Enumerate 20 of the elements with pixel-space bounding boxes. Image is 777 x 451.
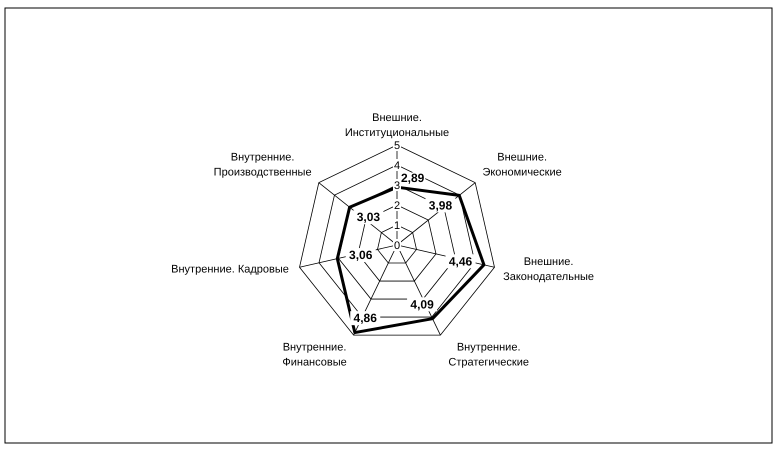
y-tick-label: 1 bbox=[394, 220, 400, 232]
y-tick-label: 4 bbox=[394, 160, 400, 172]
spoke-label: Внутренние. Стратегические bbox=[448, 342, 529, 369]
data-label: 4,46 bbox=[448, 254, 473, 268]
data-label: 3,03 bbox=[356, 210, 380, 224]
data-label: 3,98 bbox=[428, 198, 452, 212]
data-label: 4,09 bbox=[410, 297, 434, 312]
data-label: 4,86 bbox=[354, 311, 378, 326]
spoke-label: Внешние. Институциональные bbox=[344, 112, 450, 139]
y-tick-label: 0 bbox=[394, 240, 400, 252]
y-tick-label: 5 bbox=[394, 140, 400, 152]
spoke-label: Внутренние. Кадровые bbox=[171, 263, 289, 276]
spoke-label: Внешние. Экономические bbox=[482, 152, 562, 179]
data-label: 2,89 bbox=[401, 171, 425, 186]
spoke-label: Внешние. Законодательные bbox=[503, 256, 594, 283]
y-tick-label: 2 bbox=[394, 200, 400, 212]
data-label: 3,06 bbox=[349, 248, 373, 262]
y-tick-label: 3 bbox=[394, 180, 400, 192]
spoke-label: Внутренние. Производственные bbox=[214, 152, 312, 179]
spoke-label: Внутренние. Финансовые bbox=[282, 342, 347, 369]
